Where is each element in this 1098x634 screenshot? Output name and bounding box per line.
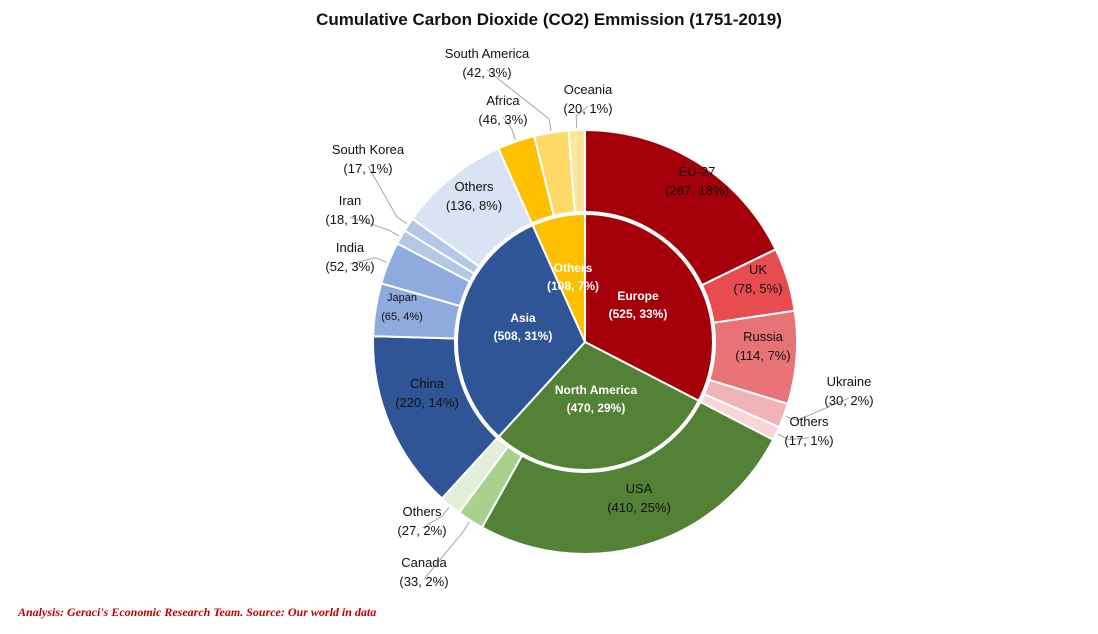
outer-label-uk-1: UK (78, 5%) xyxy=(733,262,782,296)
outer-label-china-8: China (220, 14%) xyxy=(395,376,459,410)
outer-label-south-korea-12: South Korea (17, 1%) xyxy=(332,142,405,176)
leader-line-africa-14 xyxy=(502,116,516,140)
inner-label-others: Others (108, 7%) xyxy=(547,261,599,293)
inner-label-asia: Asia (508, 31%) xyxy=(494,311,553,343)
outer-label-oceania-16: Oceania (20, 1%) xyxy=(563,82,613,116)
outer-label-canada-6: Canada (33, 2%) xyxy=(399,555,448,589)
leader-line-others-4 xyxy=(777,433,810,441)
leader-line-others-7 xyxy=(421,507,450,529)
outer-label-africa-14: Africa (46, 3%) xyxy=(478,93,527,127)
leader-line-oceania-16 xyxy=(575,105,589,129)
outer-label-others-13: Others (136, 8%) xyxy=(446,179,502,213)
source-note: Analysis: Geraci's Economic Research Tea… xyxy=(18,605,377,619)
leader-line-canada-6 xyxy=(423,521,470,580)
outer-label-eu-27-0: EU-27 (287, 18%) xyxy=(665,164,729,198)
outer-label-russia-2: Russia (114, 7%) xyxy=(735,329,790,363)
ring-separator xyxy=(454,211,716,473)
chart-title: Cumulative Carbon Dioxide (CO2) Emmissio… xyxy=(316,10,782,29)
leader-line-south-america-15 xyxy=(486,69,552,131)
outer-label-iran-11: Iran (18, 1%) xyxy=(325,193,374,227)
outer-label-south-america-15: South America (42, 3%) xyxy=(445,46,530,80)
outer-label-usa-5: USA (410, 25%) xyxy=(607,481,671,515)
leader-line-india-10 xyxy=(349,257,387,265)
leader-line-south-korea-12 xyxy=(367,165,408,224)
leader-line-iran-11 xyxy=(349,216,400,237)
inner-label-europe: Europe (525, 33%) xyxy=(609,289,668,321)
inner-label-north-america: North America (470, 29%) xyxy=(555,383,638,415)
outer-label-ukraine-3: Ukraine (30, 2%) xyxy=(824,374,873,408)
leader-line-ukraine-3 xyxy=(785,397,850,422)
outer-label-others-7: Others (27, 2%) xyxy=(397,504,446,538)
outer-label-japan-9: Japan (65, 4%) xyxy=(381,292,423,323)
outer-label-india-10: India (52, 3%) xyxy=(325,240,374,274)
outer-label-others-4: Others (17, 1%) xyxy=(784,414,833,448)
